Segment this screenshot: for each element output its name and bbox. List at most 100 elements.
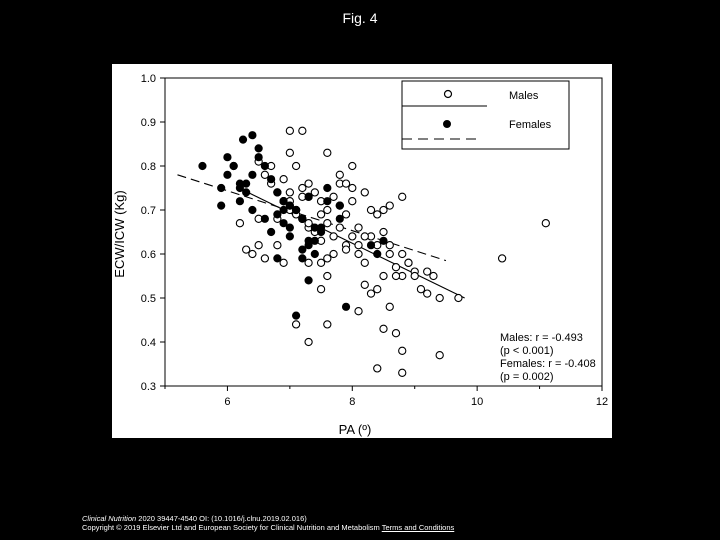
male-data-point (379, 324, 388, 333)
female-data-point (267, 175, 276, 184)
male-data-point (385, 241, 394, 250)
male-data-point (398, 192, 407, 201)
male-data-point (379, 271, 388, 281)
female-data-point (254, 153, 263, 162)
female-data-point (248, 170, 257, 179)
annotation-females-p: (p = 0.002) (500, 371, 554, 383)
female-data-point (304, 192, 313, 201)
x-axis-label: PA (º) (339, 422, 372, 437)
male-data-point (360, 188, 369, 197)
female-data-point (341, 302, 351, 311)
female-data-point (229, 161, 238, 171)
male-data-point (298, 183, 307, 193)
male-data-point (335, 170, 344, 179)
male-data-point (435, 293, 444, 303)
y-tick-label: 0.5 (141, 293, 156, 305)
female-data-point (254, 144, 263, 153)
male-data-point (341, 245, 351, 254)
y-tick-label: 0.3 (141, 381, 156, 393)
male-data-point (435, 351, 444, 360)
legend-marker-females (443, 120, 451, 128)
female-data-point (267, 227, 276, 237)
male-data-point (235, 219, 245, 228)
male-data-point (329, 232, 338, 241)
male-data-point (323, 271, 332, 281)
female-data-point (223, 170, 232, 179)
female-data-point (285, 232, 294, 241)
male-data-point (410, 271, 419, 281)
male-data-point (354, 223, 363, 232)
female-data-point (292, 311, 301, 320)
x-tick-label: 12 (596, 396, 608, 408)
male-data-point (329, 249, 338, 259)
caption-citation: 2020 39447-4540 OI: (10.1016/j.clnu.2019… (136, 514, 307, 523)
male-data-point (454, 293, 463, 303)
y-tick-label: 0.6 (141, 249, 156, 261)
male-data-point (385, 302, 394, 311)
male-data-point (310, 188, 319, 197)
y-tick-label: 0.7 (141, 205, 156, 217)
female-data-point (260, 214, 269, 223)
male-data-point (398, 346, 407, 355)
female-data-point (366, 241, 376, 250)
female-data-point (238, 135, 248, 144)
female-data-point (279, 219, 288, 228)
female-data-point (273, 210, 282, 219)
male-data-point (242, 245, 251, 254)
female-data-point (323, 197, 332, 206)
male-data-point (379, 227, 388, 237)
legend-box (401, 80, 570, 150)
y-tick-label: 0.8 (141, 161, 156, 173)
male-data-point (323, 254, 332, 263)
female-data-point (248, 131, 257, 140)
male-data-point (360, 258, 369, 267)
male-data-point (323, 205, 332, 215)
caption-copyright: Copyright © 2019 Elsevier Ltd and Europe… (82, 523, 380, 532)
male-data-point (379, 205, 388, 215)
male-data-point (497, 254, 507, 263)
caption-line-1: Clinical Nutrition 2020 39447-4540 OI: (… (82, 514, 682, 523)
female-data-point (335, 214, 344, 223)
terms-link[interactable]: Terms and Conditions (381, 523, 455, 532)
female-data-point (248, 205, 257, 215)
male-data-point (391, 271, 401, 281)
male-data-point (260, 170, 270, 179)
female-data-point (379, 236, 388, 245)
female-data-point (285, 223, 294, 232)
female-data-point (310, 236, 319, 245)
male-data-point (304, 337, 313, 347)
male-data-point (373, 364, 382, 373)
male-data-point (385, 249, 394, 259)
female-data-point (273, 188, 282, 197)
male-data-point (385, 201, 394, 210)
female-data-point (260, 161, 269, 171)
male-data-point (341, 210, 351, 219)
male-data-point (541, 219, 550, 228)
x-tick-label: 6 (224, 396, 230, 408)
annotation-males-r: Males: r = -0.493 (500, 332, 583, 344)
male-data-point (404, 258, 413, 267)
male-data-point (298, 126, 307, 135)
annotation-females-r: Females: r = -0.408 (500, 358, 596, 370)
male-data-point (248, 249, 257, 259)
male-data-point (360, 232, 369, 241)
male-data-point (273, 241, 282, 250)
male-data-point (348, 232, 357, 241)
y-tick-label: 0.9 (141, 117, 156, 129)
chart-panel: 0.3 0.4 0.5 0.6 0.7 0.8 0.9 1.0 6 8 10 12 Males Fem… (112, 64, 612, 438)
x-tick-label: 8 (349, 396, 355, 408)
figure-caption: Clinical Nutrition 2020 39447-4540 OI: (… (82, 514, 682, 532)
male-data-point (316, 210, 326, 219)
caption-line-2: Copyright © 2019 Elsevier Ltd and Europe… (82, 523, 682, 532)
female-data-point (285, 201, 294, 210)
male-data-point (398, 249, 407, 259)
female-data-point (198, 161, 207, 171)
female-data-point (335, 201, 344, 210)
male-data-point (285, 188, 295, 197)
male-data-point (398, 368, 407, 377)
male-data-point (254, 241, 263, 250)
annotation-males-p: (p < 0.001) (500, 345, 554, 357)
male-data-point (316, 285, 326, 294)
female-data-point (323, 183, 332, 193)
male-data-point (285, 126, 295, 135)
